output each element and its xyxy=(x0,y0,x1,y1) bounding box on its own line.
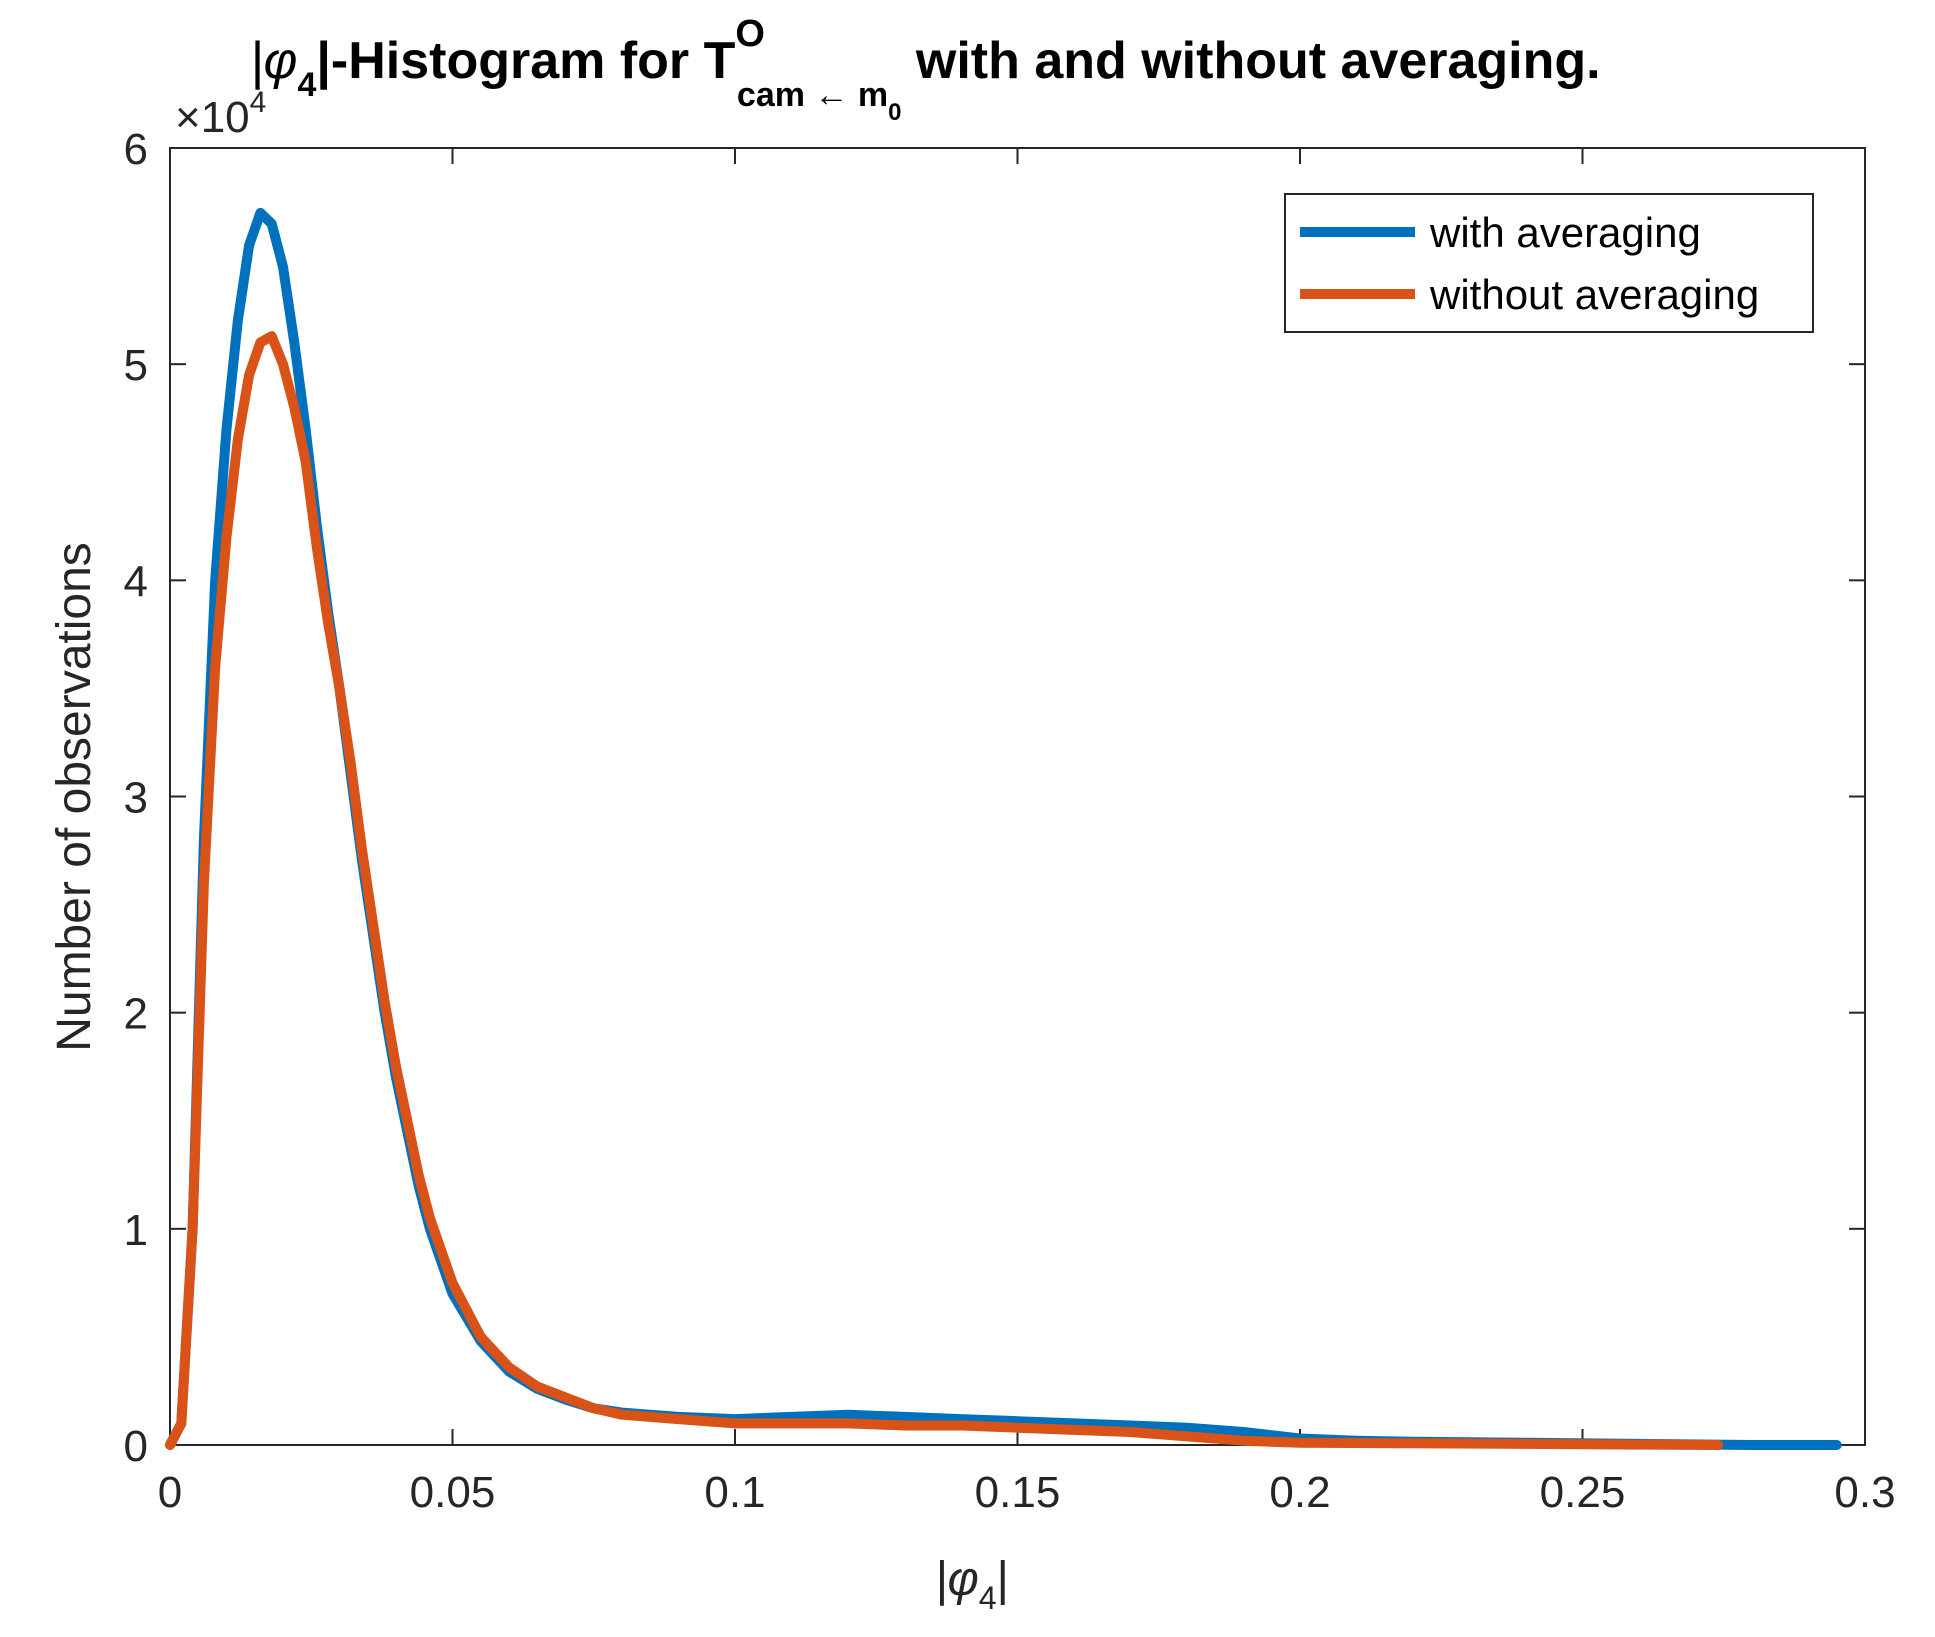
legend-box xyxy=(1284,193,1814,333)
x-label-main: |φ xyxy=(935,1553,979,1606)
x-tick-label: 0.05 xyxy=(410,1468,496,1517)
y-axis-label: Number of observations xyxy=(48,542,101,1052)
y-exponent: ×104 xyxy=(175,86,266,142)
x-tick-label: 0.25 xyxy=(1540,1468,1626,1517)
y-tick-label: 6 xyxy=(124,125,148,174)
y-exponent-power: 4 xyxy=(250,86,267,119)
series-line-without-averaging xyxy=(165,331,1724,1450)
y-tick-label: 0 xyxy=(124,1422,148,1471)
y-tick-label: 4 xyxy=(124,557,148,606)
x-label-end: | xyxy=(997,1553,1009,1606)
title-sub: 4 xyxy=(297,66,316,104)
x-tick-label: 0.2 xyxy=(1269,1468,1330,1517)
y-tick-label: 3 xyxy=(124,774,148,823)
title-sub2-sub: 0 xyxy=(888,99,901,126)
title-sup: O xyxy=(735,13,765,55)
x-tick-label: 0.3 xyxy=(1834,1468,1895,1517)
title-mid: |-Histogram for T xyxy=(316,32,735,90)
title-pre: |φ xyxy=(250,32,297,90)
x-tick-label: 0 xyxy=(158,1468,182,1517)
x-tick-label: 0.15 xyxy=(975,1468,1061,1517)
legend: with averaging without averaging xyxy=(1284,193,1814,333)
axis-ticks: 0 0.05 0.1 0.15 0.2 0.25 0.3 0 1 2 3 4 5 6 xyxy=(124,125,1896,1517)
x-axis-label: |φ4| xyxy=(935,1553,1009,1616)
title-sub2: cam ← m xyxy=(737,76,888,114)
x-tick-label: 0.1 xyxy=(704,1468,765,1517)
legend-label-without-averaging: without averaging xyxy=(1429,271,1759,318)
chart-title: |φ4|-Histogram for TO cam ← m0 with and w… xyxy=(250,13,1601,126)
y-exponent-base: ×10 xyxy=(175,93,250,142)
series-layer xyxy=(165,207,1842,1450)
y-tick-label: 1 xyxy=(124,1206,148,1255)
y-tick-label: 2 xyxy=(124,990,148,1039)
legend-label-with-averaging: with averaging xyxy=(1429,209,1701,256)
y-tick-label: 5 xyxy=(124,341,148,390)
x-label-sub: 4 xyxy=(979,1580,997,1616)
title-post: with and without averaging. xyxy=(901,32,1600,90)
